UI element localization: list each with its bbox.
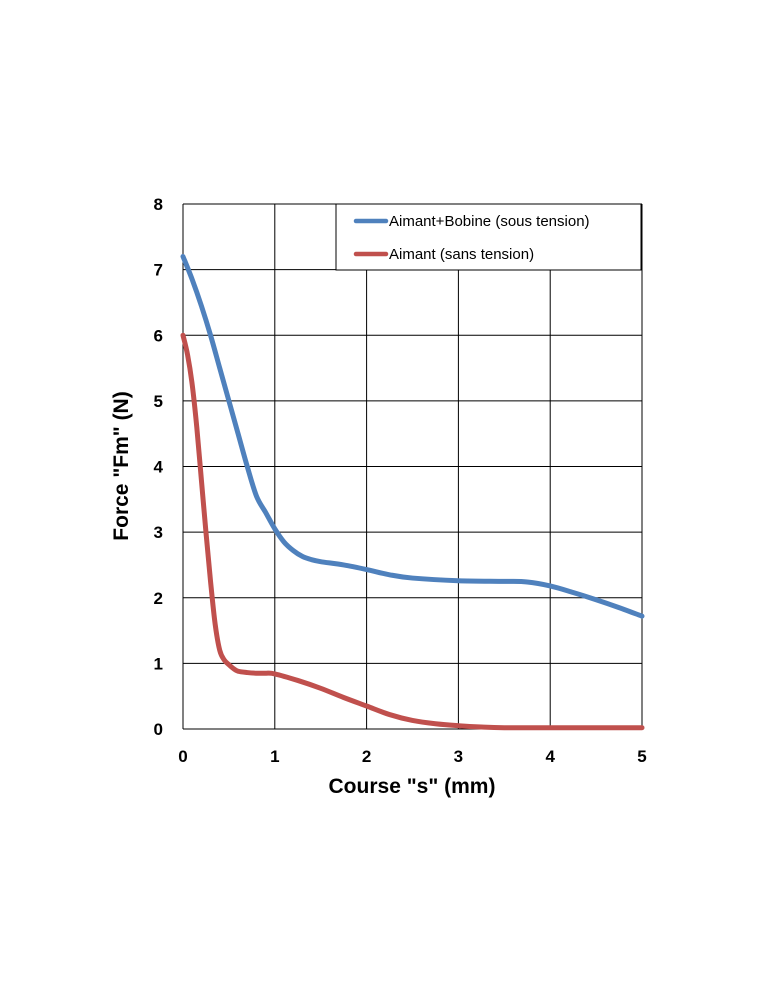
- legend-label-series-2: Aimant (sans tension): [389, 246, 534, 263]
- y-axis-title: Force "Fm" (N): [110, 391, 133, 540]
- legend: Aimant+Bobine (sous tension) Aimant (san…: [335, 203, 642, 271]
- y-tick-label-8: 8: [154, 195, 163, 214]
- y-tick-label-1: 1: [154, 654, 163, 673]
- x-tick-label-1: 1: [270, 747, 279, 766]
- x-tick-label-0: 0: [178, 747, 187, 766]
- y-tick-label-4: 4: [154, 458, 164, 477]
- y-tick-label-6: 6: [154, 326, 163, 345]
- y-tick-label-2: 2: [154, 589, 163, 608]
- x-tick-label-2: 2: [362, 747, 371, 766]
- x-tick-label-3: 3: [454, 747, 463, 766]
- legend-box: [335, 203, 642, 271]
- y-tick-label-7: 7: [154, 261, 163, 280]
- legend-label-series-1: Aimant+Bobine (sous tension): [389, 213, 590, 230]
- grid: [182, 203, 643, 730]
- x-tick-label-4: 4: [545, 747, 555, 766]
- series-line-1: [180, 254, 645, 619]
- series-line-2: [180, 332, 645, 731]
- x-axis-title: Course "s" (mm): [329, 775, 496, 798]
- y-tick-label-5: 5: [154, 392, 163, 411]
- tick-labels: 0 1 2 3 4 5 0 1 2 3 4 5 6 7 8: [154, 195, 647, 766]
- series-lines: [180, 254, 645, 731]
- y-tick-label-3: 3: [154, 523, 163, 542]
- y-tick-label-0: 0: [154, 720, 163, 739]
- x-tick-label-5: 5: [637, 747, 646, 766]
